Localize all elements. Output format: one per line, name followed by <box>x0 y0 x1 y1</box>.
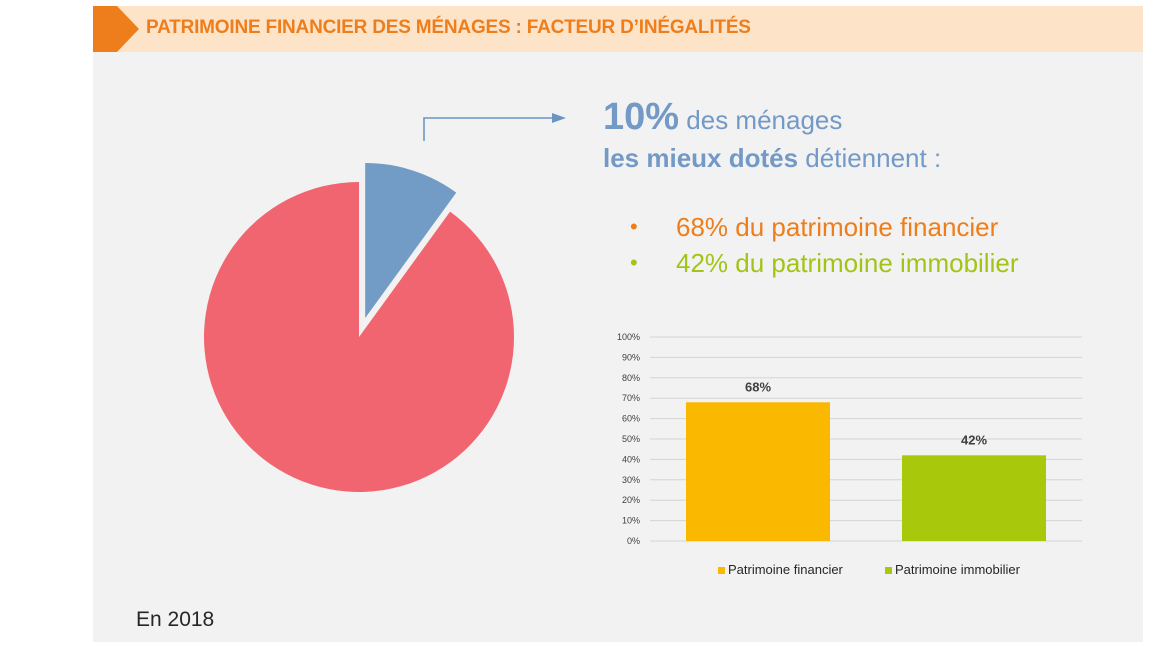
page-title: PATRIMOINE FINANCIER DES MÉNAGES : FACTE… <box>146 17 751 38</box>
legend-swatch <box>885 567 892 574</box>
y-tick-label: 90% <box>622 352 640 362</box>
data-label: 42% <box>961 432 987 447</box>
callout-arrow <box>423 113 566 141</box>
y-tick-label: 80% <box>622 373 640 383</box>
bar <box>902 455 1046 541</box>
bar-chart: 0% 10% 20% 30% 40% 50% 60% 70% 80% 90% 100% 68% 42% P… <box>617 332 1082 577</box>
bullet-text: 42% du patrimoine immobilier <box>676 248 1019 278</box>
y-tick-label: 30% <box>622 475 640 485</box>
y-tick-label: 50% <box>622 434 640 444</box>
headline-line2-bold: les mieux dotés <box>603 143 799 173</box>
y-tick-label: 100% <box>617 332 640 342</box>
bullet-item-immobilier: • 42% du patrimoine immobilier <box>630 245 1018 281</box>
y-tick-label: 60% <box>622 414 640 424</box>
bullet-list: • 68% du patrimoine financier • 42% du pat… <box>630 209 1018 281</box>
y-tick-label: 10% <box>622 516 640 526</box>
bullet-dot-icon: • <box>630 250 638 275</box>
legend-label: Patrimoine financier <box>728 562 844 577</box>
bar <box>686 402 830 541</box>
bullet-item-financier: • 68% du patrimoine financier <box>630 209 1018 245</box>
bullet-text: 68% du patrimoine financier <box>676 212 999 242</box>
y-tick-label: 40% <box>622 454 640 464</box>
header-arrow-icon <box>93 6 139 52</box>
y-tick-label: 20% <box>622 495 640 505</box>
legend-swatch <box>718 567 725 574</box>
legend-label: Patrimoine immobilier <box>895 562 1021 577</box>
headline-percent: 10% <box>603 96 680 138</box>
y-tick-label: 0% <box>627 536 640 546</box>
headline-line1: des ménages <box>679 105 843 135</box>
headline: 10% des ménages les mieux dotés détienne… <box>603 97 941 176</box>
footer-note: En 2018 <box>136 608 215 631</box>
header-band <box>93 6 1143 52</box>
pie-slice <box>204 181 514 492</box>
y-tick-label: 70% <box>622 393 640 403</box>
pie-slice <box>365 162 457 318</box>
headline-line2: détiennent : <box>798 143 942 173</box>
data-label: 68% <box>745 379 771 394</box>
bullet-dot-icon: • <box>630 214 638 239</box>
